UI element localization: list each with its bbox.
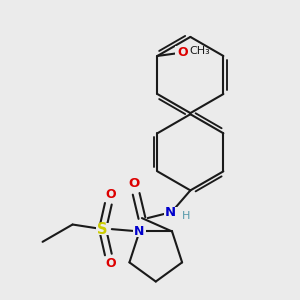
Bar — [133, 226, 146, 237]
Text: CH₃: CH₃ — [190, 46, 211, 56]
Text: O: O — [178, 46, 188, 59]
Text: O: O — [105, 257, 116, 270]
Bar — [104, 189, 118, 200]
Text: S: S — [97, 222, 108, 237]
Bar — [164, 206, 178, 218]
Text: O: O — [105, 188, 116, 201]
Text: N: N — [134, 225, 145, 238]
Text: H: H — [182, 211, 190, 221]
Bar — [175, 46, 191, 59]
Text: N: N — [165, 206, 176, 219]
Text: O: O — [128, 177, 140, 190]
Bar — [104, 258, 118, 269]
Bar — [127, 178, 141, 189]
Bar — [96, 224, 110, 235]
